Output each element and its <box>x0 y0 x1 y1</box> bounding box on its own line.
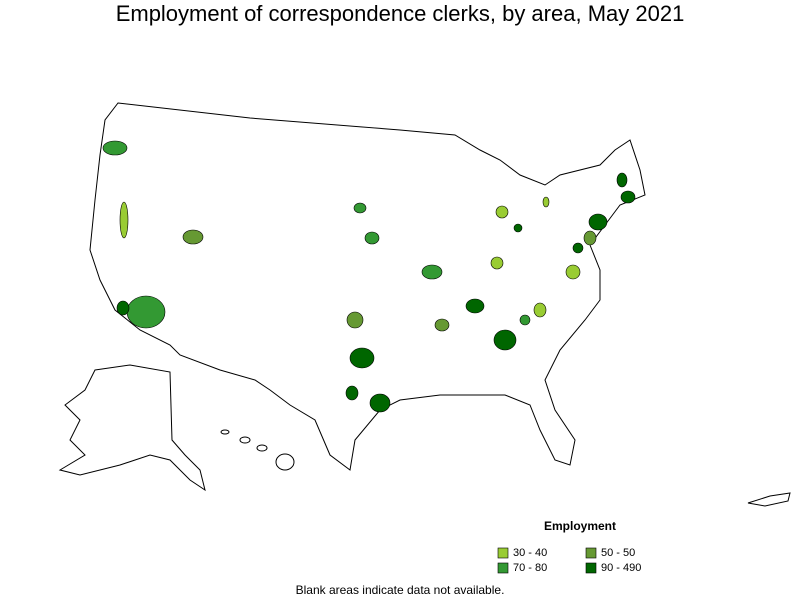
island <box>239 436 251 444</box>
area <box>465 298 485 314</box>
footnote: Blank areas indicate data not available. <box>296 583 505 597</box>
area <box>519 314 531 326</box>
area <box>116 300 130 316</box>
area <box>346 311 364 329</box>
legend-label: 70 - 80 <box>513 562 547 574</box>
island <box>256 444 268 452</box>
area <box>345 385 359 401</box>
legend-title: Employment <box>544 519 616 533</box>
area <box>102 140 128 156</box>
legend-swatch <box>497 562 509 574</box>
area <box>369 393 391 413</box>
legend-swatch <box>497 547 509 559</box>
legend-swatch <box>585 562 597 574</box>
contiguous-us <box>89 102 646 471</box>
area <box>349 347 375 369</box>
area <box>126 295 166 329</box>
area <box>542 196 550 208</box>
area <box>493 329 517 351</box>
area <box>616 172 628 188</box>
legend: 30 - 40 70 - 80 50 - 50 90 - 490 <box>497 547 641 574</box>
area-layer <box>102 140 636 413</box>
area <box>572 242 584 254</box>
area <box>490 256 504 270</box>
area <box>533 302 547 318</box>
alaska <box>58 364 206 492</box>
area <box>495 205 509 219</box>
island <box>275 453 295 471</box>
area <box>182 229 204 245</box>
area <box>513 223 523 233</box>
area <box>434 318 450 332</box>
puerto-rico <box>747 492 791 507</box>
hawaii <box>220 429 295 471</box>
island <box>220 429 230 435</box>
area <box>565 264 581 280</box>
area <box>364 231 380 245</box>
area <box>421 264 443 280</box>
area <box>620 190 636 204</box>
legend-label: 50 - 50 <box>601 547 635 559</box>
area <box>353 202 367 214</box>
map-title: Employment of correspondence clerks, by … <box>116 1 685 26</box>
area <box>588 213 608 231</box>
legend-swatch <box>585 547 597 559</box>
legend-label: 90 - 490 <box>601 562 641 574</box>
legend-label: 30 - 40 <box>513 547 547 559</box>
area <box>119 201 129 239</box>
area <box>583 230 597 246</box>
